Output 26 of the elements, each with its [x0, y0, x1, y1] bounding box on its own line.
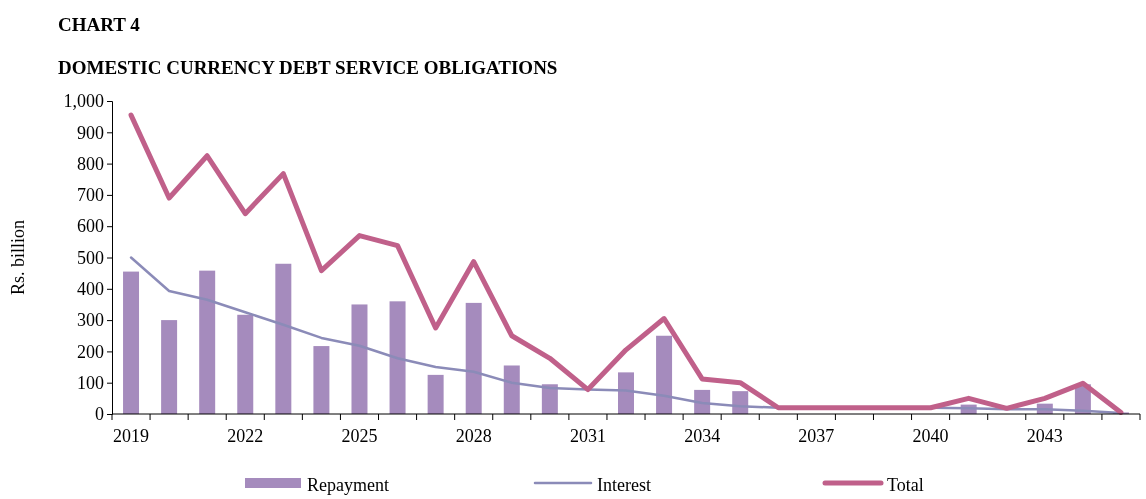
y-tick-label: 600 — [77, 216, 104, 237]
y-tick-label: 100 — [77, 372, 104, 393]
x-tick-label: 2031 — [569, 426, 606, 446]
chart-title: CHART 4 — [58, 14, 141, 35]
x-tick-label: 2034 — [684, 426, 721, 446]
x-tick-label: 2037 — [798, 426, 835, 446]
legend-label: Total — [887, 475, 924, 495]
legend-label: Repayment — [307, 475, 389, 495]
x-tick-label: 2022 — [227, 426, 264, 446]
y-tick-label: 1,000 — [63, 91, 104, 112]
y-tick-label: 700 — [77, 185, 104, 206]
x-tick-label: 2025 — [341, 426, 378, 446]
y-axis-title: Rs. billion — [8, 219, 28, 296]
y-tick-label: 300 — [77, 310, 104, 331]
x-tick-label: 2028 — [455, 426, 492, 446]
legend-label: Interest — [597, 475, 651, 495]
x-tick-label: 2043 — [1026, 426, 1063, 446]
y-tick-label: 500 — [77, 247, 104, 268]
y-tick-label: 900 — [77, 122, 104, 143]
x-tick-label: 2040 — [912, 426, 949, 446]
chart-subtitle: DOMESTIC CURRENCY DEBT SERVICE OBLIGATIONS — [58, 57, 558, 78]
x-tick-label: 2019 — [113, 426, 150, 446]
y-tick-label: 200 — [77, 341, 104, 362]
y-tick-label: 400 — [77, 279, 104, 300]
y-tick-label: 0 — [95, 404, 104, 425]
y-tick-label: 800 — [77, 153, 104, 174]
